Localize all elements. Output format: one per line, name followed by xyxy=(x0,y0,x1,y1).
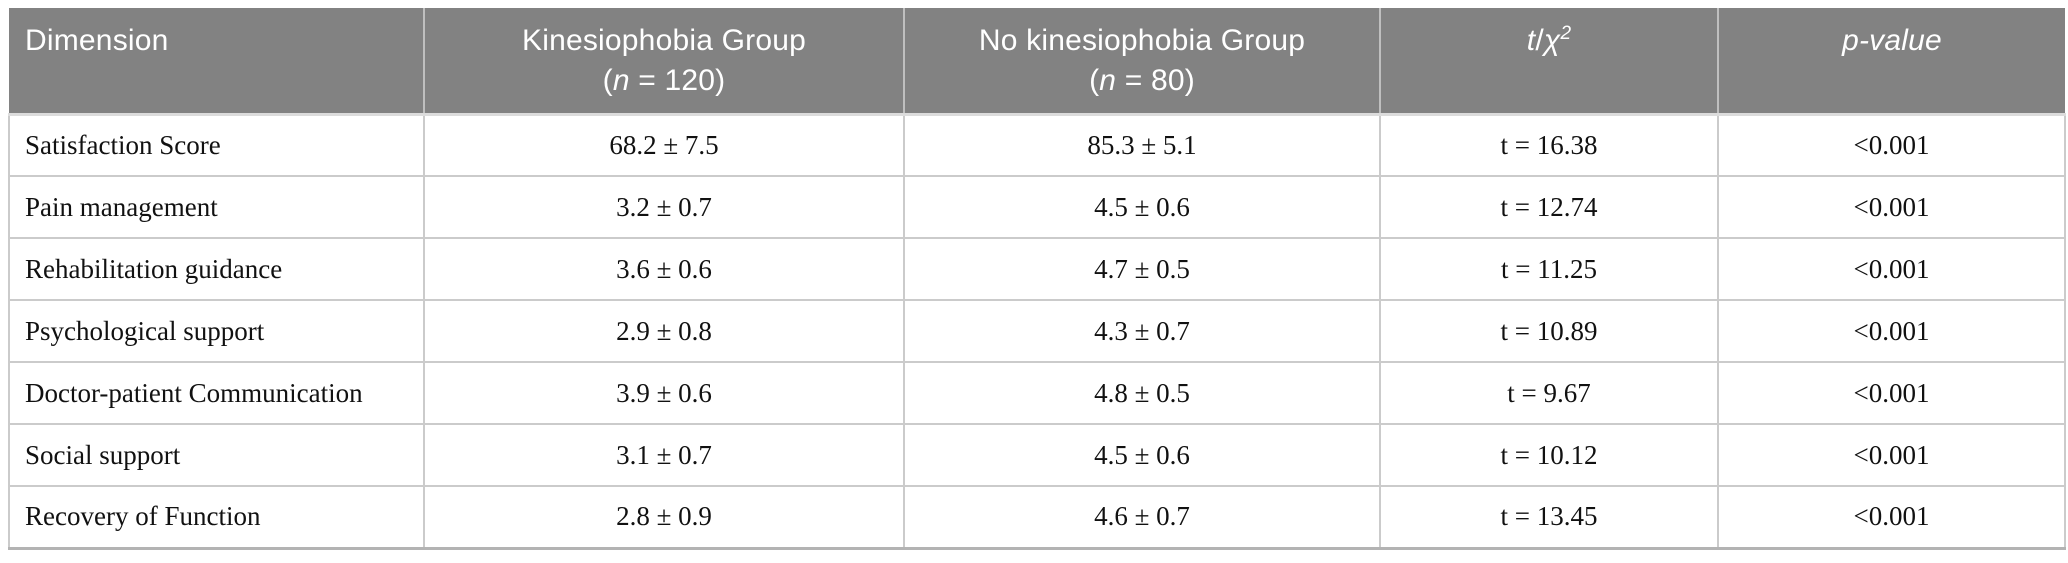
dimension-cell: Doctor-patient Communication xyxy=(8,361,425,425)
group1-value-cell: 3.9 ± 0.6 xyxy=(423,361,905,425)
header-group1-line2: (n = 120) xyxy=(426,61,902,101)
header-dimension-label: Dimension xyxy=(25,24,169,57)
p-value-cell: <0.001 xyxy=(1717,237,2066,301)
p-value-cell: <0.001 xyxy=(1717,175,2066,239)
table-row: Psychological support 2.9 ± 0.8 4.3 ± 0.… xyxy=(8,299,2066,363)
p-value-cell: <0.001 xyxy=(1717,485,2066,550)
results-table: Dimension Kinesiophobia Group (n = 120) … xyxy=(8,8,2066,550)
paren-open: ( xyxy=(602,64,613,97)
table-header: Dimension Kinesiophobia Group (n = 120) … xyxy=(9,8,2065,116)
dimension-cell: Social support xyxy=(8,423,425,487)
slash: / xyxy=(1535,24,1544,57)
group2-value-cell: 4.8 ± 0.5 xyxy=(903,361,1381,425)
statistic-cell: t = 13.45 xyxy=(1379,485,1719,550)
table-body: Satisfaction Score 68.2 ± 7.5 85.3 ± 5.1… xyxy=(8,113,2066,550)
table-row: Satisfaction Score 68.2 ± 7.5 85.3 ± 5.1… xyxy=(8,113,2066,177)
statistic-cell: t = 11.25 xyxy=(1379,237,1719,301)
group1-value-cell: 3.2 ± 0.7 xyxy=(423,175,905,239)
table-row: Pain management 3.2 ± 0.7 4.5 ± 0.6 t = … xyxy=(8,175,2066,239)
header-group2-line1: No kinesiophobia Group xyxy=(978,24,1306,57)
dimension-cell: Rehabilitation guidance xyxy=(8,237,425,301)
table-row: Recovery of Function 2.8 ± 0.9 4.6 ± 0.7… xyxy=(8,485,2066,550)
header-row: Dimension Kinesiophobia Group (n = 120) … xyxy=(9,8,2065,116)
p-value-cell: <0.001 xyxy=(1717,299,2066,363)
header-statistic: t/χ2 xyxy=(1379,8,1718,116)
header-kinesiophobia-group: Kinesiophobia Group (n = 120) xyxy=(423,8,904,116)
dimension-cell: Recovery of Function xyxy=(8,485,425,550)
t-symbol: t xyxy=(1526,24,1536,57)
n-count: = 120) xyxy=(629,64,726,97)
paren-open: ( xyxy=(1089,64,1100,97)
group2-value-cell: 4.3 ± 0.7 xyxy=(903,299,1381,363)
group1-value-cell: 3.1 ± 0.7 xyxy=(423,423,905,487)
dimension-cell: Psychological support xyxy=(8,299,425,363)
statistic-cell: t = 16.38 xyxy=(1379,113,1719,177)
group2-value-cell: 4.5 ± 0.6 xyxy=(903,175,1381,239)
statistic-cell: t = 9.67 xyxy=(1379,361,1719,425)
p-value-cell: <0.001 xyxy=(1717,361,2066,425)
group1-value-cell: 2.9 ± 0.8 xyxy=(423,299,905,363)
group2-value-cell: 4.5 ± 0.6 xyxy=(903,423,1381,487)
header-dimension: Dimension xyxy=(9,8,424,116)
n-symbol: n xyxy=(1099,64,1117,97)
p-value-cell: <0.001 xyxy=(1717,423,2066,487)
group2-value-cell: 4.7 ± 0.5 xyxy=(903,237,1381,301)
chi-symbol: χ xyxy=(1543,24,1561,57)
group1-value-cell: 3.6 ± 0.6 xyxy=(423,237,905,301)
dimension-cell: Pain management xyxy=(8,175,425,239)
header-group2-line2: (n = 80) xyxy=(906,61,1378,101)
group2-value-cell: 85.3 ± 5.1 xyxy=(903,113,1381,177)
group1-value-cell: 2.8 ± 0.9 xyxy=(423,485,905,550)
header-p-value: p-value xyxy=(1717,8,2065,116)
chi-squared-exponent: 2 xyxy=(1560,23,1572,44)
table-row: Social support 3.1 ± 0.7 4.5 ± 0.6 t = 1… xyxy=(8,423,2066,487)
statistic-cell: t = 12.74 xyxy=(1379,175,1719,239)
group2-value-cell: 4.6 ± 0.7 xyxy=(903,485,1381,550)
results-table-container: Dimension Kinesiophobia Group (n = 120) … xyxy=(8,8,2066,550)
statistic-cell: t = 10.12 xyxy=(1379,423,1719,487)
table-row: Doctor-patient Communication 3.9 ± 0.6 4… xyxy=(8,361,2066,425)
group1-value-cell: 68.2 ± 7.5 xyxy=(423,113,905,177)
header-no-kinesiophobia-group: No kinesiophobia Group (n = 80) xyxy=(903,8,1380,116)
p-value-label: p-value xyxy=(1842,24,1942,57)
statistic-cell: t = 10.89 xyxy=(1379,299,1719,363)
header-group1-line1: Kinesiophobia Group xyxy=(522,24,806,57)
n-symbol: n xyxy=(612,64,630,97)
p-value-cell: <0.001 xyxy=(1717,113,2066,177)
table-row: Rehabilitation guidance 3.6 ± 0.6 4.7 ± … xyxy=(8,237,2066,301)
dimension-cell: Satisfaction Score xyxy=(8,113,425,177)
n-count: = 80) xyxy=(1116,64,1195,97)
